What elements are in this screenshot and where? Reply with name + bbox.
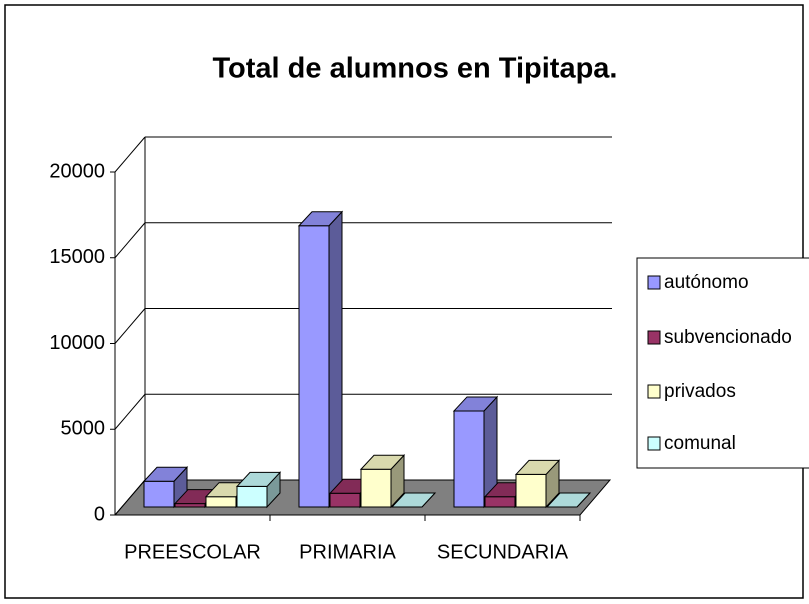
grid-line xyxy=(114,479,146,516)
x-tick-label: PREESCOLAR xyxy=(124,541,261,563)
legend-swatch xyxy=(647,275,661,290)
bar xyxy=(453,410,485,508)
legend-label: privados xyxy=(664,381,736,402)
bar-top xyxy=(142,466,189,482)
bar xyxy=(205,496,237,508)
bar-top xyxy=(235,471,282,487)
bar-top xyxy=(514,459,561,475)
bar xyxy=(329,492,361,508)
bar-side xyxy=(328,210,343,509)
y-tick-label: 20000 xyxy=(49,160,105,182)
grid-line xyxy=(114,136,146,173)
grid-line xyxy=(114,393,146,430)
legend-box xyxy=(636,257,809,469)
bar-top xyxy=(359,454,406,470)
bar-top xyxy=(390,492,437,508)
bar xyxy=(515,473,547,508)
x-tick-label: PRIMARIA xyxy=(299,541,396,563)
legend-label: autónomo xyxy=(664,272,749,293)
bar-top xyxy=(297,211,344,227)
y-tick-label: 5000 xyxy=(61,418,106,440)
legend-swatch xyxy=(647,436,661,451)
y-tick-label: 10000 xyxy=(49,332,105,354)
bar xyxy=(236,485,268,508)
bar-top xyxy=(452,396,499,412)
legend-label: subvencionado xyxy=(664,327,792,348)
grid-line xyxy=(114,308,146,344)
bar xyxy=(484,496,516,508)
bar xyxy=(360,468,392,508)
bar xyxy=(174,503,206,508)
legend-label: comunal xyxy=(664,433,736,454)
x-tick-label: SECUNDARIA xyxy=(437,541,569,563)
y-tick-label: 15000 xyxy=(49,246,105,268)
y-tick-label: 0 xyxy=(94,503,105,525)
bar xyxy=(298,225,330,508)
bar xyxy=(143,480,175,508)
grid-line xyxy=(114,222,146,259)
legend-swatch xyxy=(647,330,661,345)
chart-title: Total de alumnos en Tipitapa. xyxy=(213,53,618,85)
legend-swatch xyxy=(647,384,661,399)
bar-top xyxy=(545,492,592,508)
